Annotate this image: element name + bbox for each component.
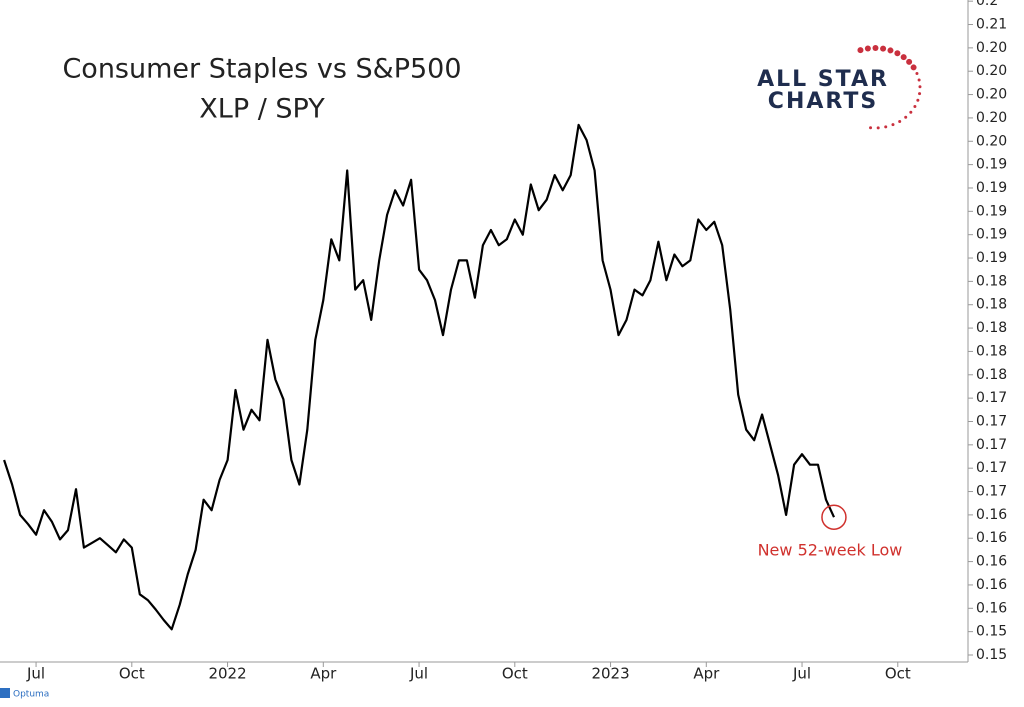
logo-star [906,58,913,65]
y-tick-label: 0.20 [976,133,1007,149]
y-tick-label: 0.19 [976,157,1007,173]
logo-star [884,125,888,129]
y-tick-label: 0.20 [976,63,1007,79]
x-tick-label: Apr [310,665,337,683]
chart-title: Consumer Staples vs S&P500 [62,54,461,85]
y-tick-label: 0.20 [976,40,1007,56]
logo-star [909,110,913,114]
x-tick-label: Oct [119,665,145,683]
x-tick-label: 2023 [591,665,629,683]
y-tick-label: 0.15 [976,647,1007,663]
y-tick-label: 0.17 [976,437,1007,453]
y-tick-label: 0.18 [976,297,1007,313]
logo-star [898,119,902,123]
logo-stars [857,45,922,130]
logo-star [917,78,921,82]
logo-star [887,47,894,54]
logo-star [918,92,922,96]
footer: Optuma [13,690,49,700]
logo-star [880,45,887,52]
logo-star [894,50,901,57]
y-tick-label: 0.16 [976,554,1007,570]
line [3,123,836,631]
logo-star [918,85,922,89]
logo-star [900,54,907,61]
y-tick-label: 0.19 [976,227,1007,243]
y-tick-label: 0.19 [976,180,1007,196]
footer-icon [0,688,10,698]
y-tick-label: 0.16 [976,507,1007,523]
logo-star [876,126,880,130]
chart-subtitle: XLP / SPY [199,94,325,125]
x-tick-label: Apr [693,665,720,683]
logo-star [869,126,873,130]
logo-text: ALL STAR [757,67,889,92]
logo-star [904,115,908,119]
x-tick-label: Jul [792,665,811,683]
y-tick-label: 0.17 [976,390,1007,406]
logo-star [891,123,895,127]
y-tick-label: 0.18 [976,343,1007,359]
y-tick-label: 0.18 [976,273,1007,289]
y-tick-label: 0.15 [976,624,1007,640]
logo-star [864,45,871,52]
annotation-circle [821,504,847,530]
x-tick-label: Oct [502,665,528,683]
logo-star [913,104,917,108]
y-tick-label: 0.17 [976,484,1007,500]
y-tick-label: 0.18 [976,367,1007,383]
annotation: New 52-week Low [758,541,903,560]
logo-star [915,72,919,76]
logo-text: CHARTS [768,89,878,114]
x-tick-label: Jul [409,665,428,683]
y-tick-label: 0.2 [976,0,998,9]
y-tick-label: 0.19 [976,250,1007,266]
x-tick-label: Oct [885,665,911,683]
logo-star [916,98,920,102]
y-tick-label: 0.17 [976,413,1007,429]
y-tick-label: 0.20 [976,87,1007,103]
y-tick-label: 0.18 [976,320,1007,336]
y-tick-label: 0.17 [976,460,1007,476]
y-tick-label: 0.16 [976,600,1007,616]
y-tick-label: 0.21 [976,17,1007,33]
y-tick-label: 0.16 [976,577,1007,593]
logo-star [910,64,917,71]
y-tick-label: 0.20 [976,110,1007,126]
x-tick-label: 2022 [208,665,246,683]
logo-star [872,45,879,52]
x-tick-label: Jul [26,665,45,683]
y-tick-label: 0.16 [976,530,1007,546]
logo-star [857,47,864,54]
y-tick-label: 0.19 [976,203,1007,219]
